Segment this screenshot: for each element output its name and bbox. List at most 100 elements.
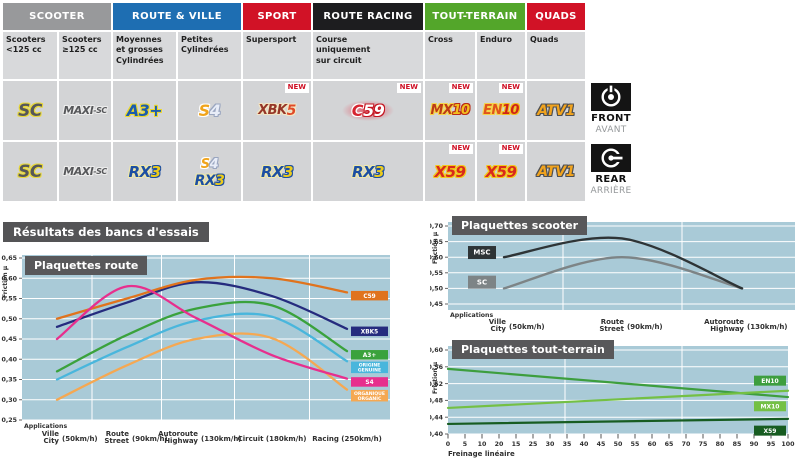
c59-logo: C [351, 101, 364, 120]
a3-logo: A3+ [126, 101, 163, 120]
svg-text:0,55: 0,55 [1, 296, 17, 303]
svg-text:0,60: 0,60 [430, 347, 444, 354]
rear-cell-maxi-sc: MAXI -SC [59, 142, 111, 201]
svg-text:EN10: EN10 [761, 378, 778, 385]
svg-text:ORIGINE: ORIGINE [359, 362, 381, 368]
svg-text:0,35: 0,35 [1, 377, 17, 384]
svg-text:Autoroute: Autoroute [704, 318, 744, 326]
new-badge: NEW [448, 144, 473, 154]
group-header-route-ville: ROUTE & VILLE [113, 3, 241, 30]
svg-text:(130km/h): (130km/h) [747, 323, 788, 331]
svg-text:0,40: 0,40 [430, 431, 444, 438]
svg-text:City: City [491, 325, 507, 333]
svg-text:100: 100 [781, 441, 795, 448]
svg-text:Applications: Applications [450, 312, 493, 319]
xbk5-logo: XBK [258, 103, 287, 118]
svg-text:(90km/h): (90km/h) [627, 323, 663, 331]
svg-text:95: 95 [767, 441, 776, 448]
svg-text:(130km/h): (130km/h) [201, 435, 242, 443]
svg-text:0,60: 0,60 [430, 254, 444, 261]
svg-text:XBK5: XBK5 [361, 330, 378, 336]
group-header-route-racing: ROUTE RACING [313, 3, 423, 30]
new-badge: NEW [396, 83, 421, 93]
svg-text:Friction µ: Friction µ [2, 265, 9, 298]
svg-text:Circuit (180km/h): Circuit (180km/h) [238, 435, 307, 443]
en10-logo: EN [483, 103, 502, 118]
front-cell-c59: NEW C59 [313, 81, 423, 140]
svg-text:(90km/h): (90km/h) [132, 435, 168, 443]
svg-text:15: 15 [512, 441, 521, 448]
group-header-sport: SPORT [243, 3, 311, 30]
rx3-logo: RX [128, 162, 151, 181]
rear-cell-rx3-supersport: RX 3 [243, 142, 311, 201]
svg-text:0,52: 0,52 [430, 381, 443, 388]
x59-logo: X59 [434, 162, 466, 181]
svg-text:Street: Street [599, 325, 624, 333]
svg-text:Highway: Highway [710, 325, 744, 333]
column-header-quads: Quads [527, 32, 585, 79]
svg-text:Autoroute: Autoroute [158, 430, 198, 438]
svg-text:90: 90 [750, 441, 759, 448]
svg-text:45: 45 [597, 441, 606, 448]
svg-text:Freinage linéaire: Freinage linéaire [448, 450, 515, 458]
svg-text:X59: X59 [764, 428, 777, 435]
front-cell-a3: A3+ [113, 81, 176, 140]
column-header-scooters-small: Scooters <125 cc [3, 32, 57, 79]
svg-text:0,45: 0,45 [430, 301, 443, 308]
svg-text:GENUINE: GENUINE [358, 367, 381, 373]
maxi-sc-logo-suffix: -SC [93, 167, 107, 176]
svg-text:MSC: MSC [473, 249, 490, 257]
svg-text:ORGANIQUE: ORGANIQUE [354, 391, 385, 397]
svg-text:Applications: Applications [24, 423, 67, 430]
svg-text:5: 5 [463, 441, 467, 448]
c59-logo-digits: 59 [362, 101, 385, 120]
svg-text:Route: Route [106, 430, 130, 438]
front-cell-xbk5: NEW XBK 5 [243, 81, 311, 140]
column-header-cross: Cross [425, 32, 475, 79]
svg-text:Friction µ: Friction µ [432, 361, 439, 394]
svg-text:(50km/h): (50km/h) [509, 323, 545, 331]
new-badge: NEW [448, 83, 473, 93]
svg-text:ORGANIC: ORGANIC [358, 396, 382, 402]
scooter-friction-chart: 0,70 0,65 0,60 0,55 0,50 0,45 Friction µ SC MSC A… [430, 222, 795, 333]
column-header-course-circuit: Course uniquement sur circuit [313, 32, 423, 79]
rx3-logo-digit: 3 [283, 162, 294, 181]
front-cell-sc: SC [3, 81, 57, 140]
svg-text:MX10: MX10 [761, 403, 780, 410]
rear-cell-rx3-racing: RX 3 [313, 142, 423, 201]
rear-label: REAR [595, 174, 627, 185]
rx3-logo: RX [260, 162, 284, 181]
sc-logo: SC [18, 100, 42, 121]
column-header-moyennes: Moyennes et grosses Cylindrées [113, 32, 176, 79]
new-badge: NEW [498, 83, 523, 93]
front-cell-mx10: NEW MX 10 [425, 81, 475, 140]
svg-text:0,55: 0,55 [430, 270, 443, 277]
sc-logo: SC [18, 161, 42, 182]
svg-text:30: 30 [546, 441, 555, 448]
svg-text:0,48: 0,48 [430, 398, 443, 405]
x59-logo: X59 [485, 162, 517, 181]
new-badge: NEW [284, 83, 309, 93]
column-header-petites: Petites Cylindrées [178, 32, 241, 79]
maxi-sc-logo: MAXI [63, 165, 94, 178]
rear-cell-sc: SC [3, 142, 57, 201]
new-badge: NEW [498, 144, 523, 154]
svg-text:0,44: 0,44 [430, 414, 444, 421]
svg-text:0,30: 0,30 [1, 397, 17, 404]
svg-text:50: 50 [614, 441, 623, 448]
svg-text:0,25: 0,25 [1, 417, 17, 424]
svg-text:Racing (250km/h): Racing (250km/h) [312, 435, 382, 443]
svg-text:20: 20 [495, 441, 504, 448]
arriere-label: ARRIÈRE [590, 186, 632, 196]
atv1-logo: ATV1 [537, 102, 575, 119]
svg-text:0,40: 0,40 [1, 356, 17, 363]
rx3-logo-digit: 3 [150, 162, 161, 181]
front-axle-icon [591, 83, 631, 111]
rx3-logo-digit: 3 [374, 162, 385, 181]
rx3-logo: RX3 [194, 172, 225, 189]
group-header-tout-terrain: TOUT-TERRAIN [425, 3, 525, 30]
svg-text:0,50: 0,50 [1, 316, 17, 323]
rear-axle-badge: REAR ARRIÈRE [587, 144, 635, 196]
